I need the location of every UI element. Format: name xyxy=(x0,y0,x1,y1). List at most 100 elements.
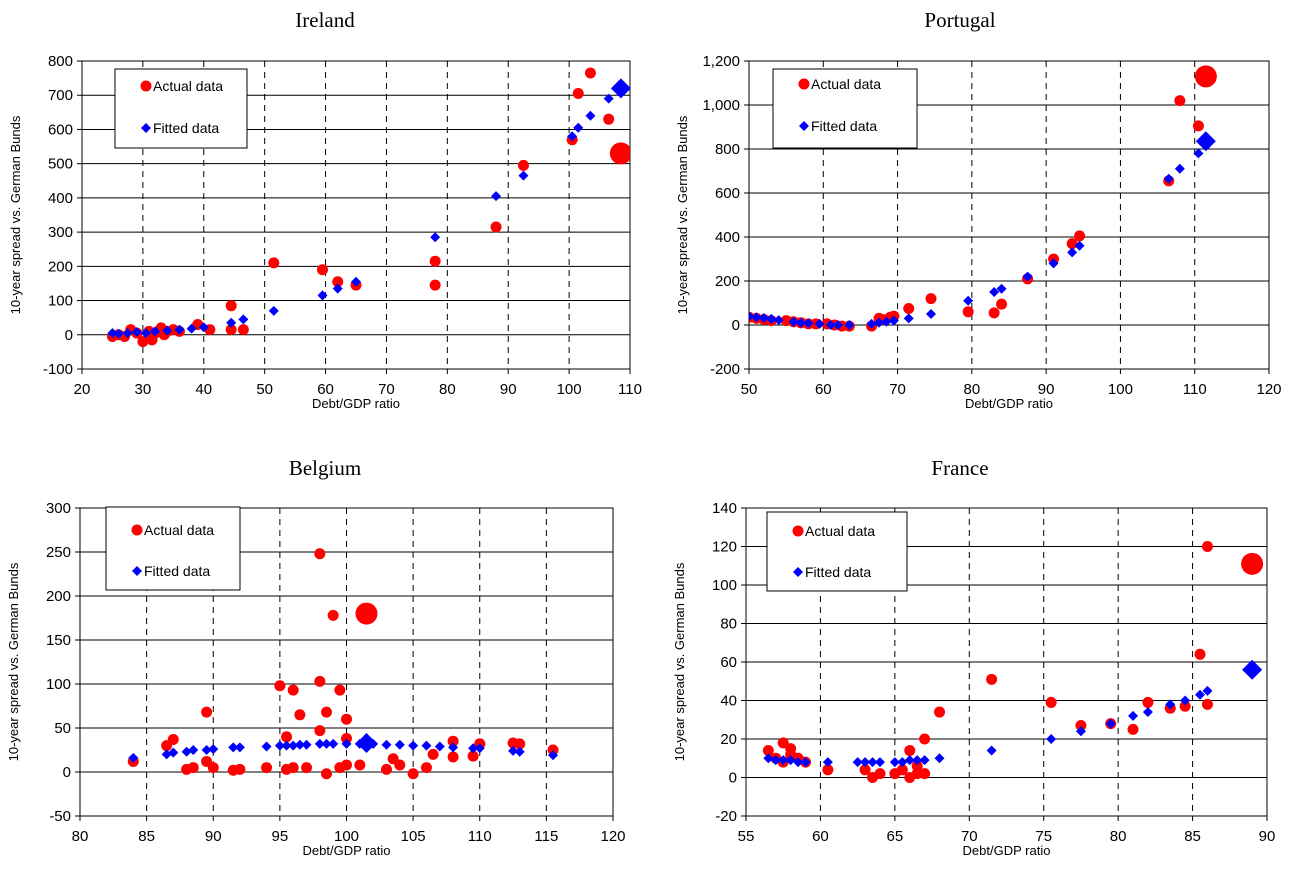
actual-data-point xyxy=(420,762,432,774)
fitted-data-point xyxy=(394,739,405,750)
y-tick-label: -100 xyxy=(43,361,73,378)
legend-fitted-marker xyxy=(799,121,809,131)
actual-data-point xyxy=(321,768,333,780)
fitted-data-point xyxy=(162,325,173,336)
actual-data-point xyxy=(314,675,326,687)
actual-data-point xyxy=(1075,720,1087,732)
fitted-data-point xyxy=(514,746,525,757)
fitted-data-point xyxy=(381,739,392,750)
chart-belgium: Belgium -50 0 50 100 150 200 250 300 80 85 90 95 100 1… xyxy=(6,456,626,858)
fitted-data-point xyxy=(874,317,884,328)
y-tick-label: 700 xyxy=(48,87,73,104)
y-tick-label: 50 xyxy=(54,720,71,737)
fitted-data-point xyxy=(234,742,245,753)
fitted-data-point xyxy=(268,305,279,316)
fitted-data-point xyxy=(408,740,419,751)
actual-data-point xyxy=(986,673,998,685)
fitted-data-point xyxy=(261,741,272,752)
fitted-data-point xyxy=(573,122,584,133)
y-tick-label: 200 xyxy=(715,273,740,290)
fitted-data-point xyxy=(1163,173,1174,184)
actual-data-point xyxy=(1192,120,1204,132)
x-tick-label: 90 xyxy=(205,828,222,845)
fitted-data-point xyxy=(186,323,197,334)
fitted-data-point xyxy=(430,232,441,243)
fitted-data-point xyxy=(351,276,361,287)
y-tick-label: 600 xyxy=(48,121,73,138)
actual-data-point xyxy=(1201,541,1213,552)
data-markers xyxy=(127,548,559,780)
x-tick-label: 120 xyxy=(1256,381,1281,398)
x-tick-label: 80 xyxy=(439,381,456,398)
fitted-data-point xyxy=(778,755,789,766)
fitted-data-point xyxy=(1022,271,1033,282)
fitted-data-point xyxy=(208,744,219,755)
actual-data-point xyxy=(225,324,237,336)
fitted-data-point xyxy=(1202,685,1213,696)
actual-data-point xyxy=(294,709,306,721)
y-tick-label: 300 xyxy=(48,224,73,241)
fitted-data-point xyxy=(150,326,161,337)
y-tick-label: 400 xyxy=(715,229,740,246)
y-tick-label: 80 xyxy=(720,616,737,633)
fitted-data-point xyxy=(889,757,900,768)
legend-actual-label: Actual data xyxy=(805,523,875,539)
fitted-data-point xyxy=(468,743,479,754)
fitted-data-point xyxy=(867,757,878,768)
actual-data-point xyxy=(447,751,459,763)
fitted-latest-point xyxy=(356,732,377,753)
fitted-data-point xyxy=(1067,247,1078,258)
fitted-data-point xyxy=(238,314,249,325)
x-tick-label: 100 xyxy=(334,828,359,845)
actual-data-point xyxy=(429,255,441,267)
y-axis-label: 10-year spread vs. German Bunds xyxy=(8,115,23,314)
fitted-data-point xyxy=(1074,240,1085,251)
actual-data-point xyxy=(332,276,344,288)
actual-data-point xyxy=(287,762,299,774)
legend-fitted-label: Fitted data xyxy=(811,118,877,134)
fitted-data-point xyxy=(1193,148,1204,159)
x-tick-label: 50 xyxy=(256,381,273,398)
x-tick-label: 65 xyxy=(887,828,904,845)
actual-data-point xyxy=(1074,230,1086,242)
actual-data-point xyxy=(896,764,908,776)
actual-latest-point xyxy=(609,142,630,165)
fitted-data-point xyxy=(421,740,432,751)
x-tick-label: 30 xyxy=(135,381,152,398)
y-tick-label: 1,000 xyxy=(702,97,740,114)
actual-data-point xyxy=(314,725,326,737)
data-markers xyxy=(106,67,630,348)
actual-data-point xyxy=(234,763,246,775)
actual-data-point xyxy=(919,768,931,780)
actual-data-point xyxy=(467,750,479,762)
legend-actual-marker xyxy=(140,80,152,92)
x-tick-label: 90 xyxy=(500,381,517,398)
actual-data-point xyxy=(911,760,923,772)
fitted-data-point xyxy=(888,315,899,326)
chart-france: France -20 0 20 40 60 80 100 120 140 55 60 65 70 75 80 8… xyxy=(672,456,1275,858)
fitted-data-point xyxy=(852,757,863,768)
legend-fitted-label: Fitted data xyxy=(805,564,871,580)
fitted-data-point xyxy=(926,309,936,319)
fitted-data-point xyxy=(874,757,885,768)
plot-frame xyxy=(748,60,1270,370)
legend-actual-label: Actual data xyxy=(811,76,881,92)
legend-box xyxy=(772,68,918,149)
legend-box xyxy=(105,506,241,591)
x-tick-label: 95 xyxy=(272,828,289,845)
fitted-data-point xyxy=(1046,734,1057,744)
legend-fitted-marker xyxy=(132,566,142,576)
fitted-data-point xyxy=(321,738,332,749)
fitted-data-point xyxy=(788,316,799,327)
actual-data-point xyxy=(187,762,199,774)
fitted-data-point xyxy=(274,740,285,751)
fitted-data-point xyxy=(814,318,825,329)
y-tick-label: 20 xyxy=(720,731,737,748)
x-axis-label: Debt/GDP ratio xyxy=(312,396,400,411)
actual-data-point xyxy=(268,257,280,269)
y-tick-label: 250 xyxy=(46,544,71,561)
fitted-data-point xyxy=(328,738,339,749)
fitted-data-point xyxy=(226,317,237,328)
legend-actual-label: Actual data xyxy=(144,522,214,538)
actual-data-point xyxy=(137,336,149,348)
